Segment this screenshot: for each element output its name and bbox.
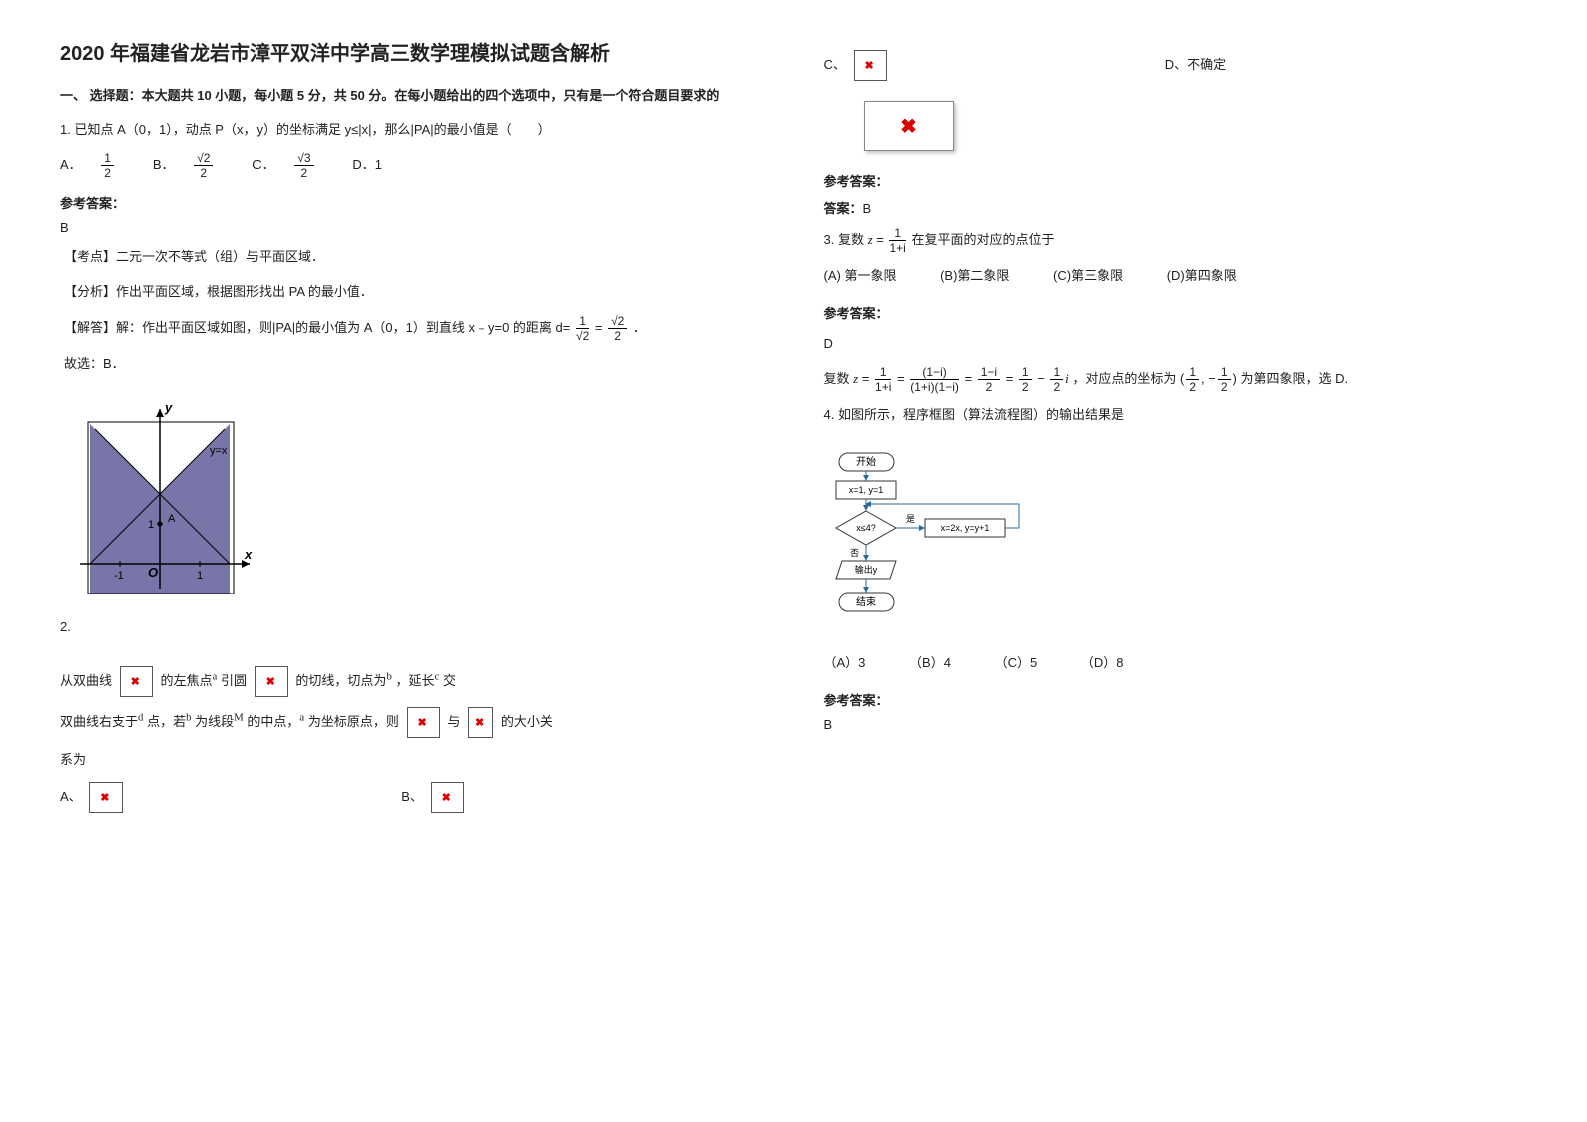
broken-image-icon — [120, 666, 153, 697]
svg-text:输出y: 输出y — [854, 564, 877, 575]
broken-image-icon — [255, 666, 288, 697]
question-1-stem: 1. 已知点 A（0，1），动点 P（x，y）的坐标满足 y≤|x|，那么|PA… — [60, 118, 764, 143]
q1-region-graph: -1 1 A 1 y x O y=x — [60, 394, 270, 594]
svg-text:x≤4?: x≤4? — [856, 523, 875, 533]
exam-title: 2020 年福建省龙岩市漳平双洋中学高三数学理模拟试题含解析 — [60, 40, 764, 68]
q1-note3: 【解答】解：作出平面区域如图，则|PA|的最小值为 A（0，1）到直线 x﹣y=… — [64, 315, 764, 342]
question-1-options: A． 12 B． √22 C． √32 D．1 — [60, 152, 764, 179]
svg-text:x=1, y=1: x=1, y=1 — [848, 485, 883, 495]
broken-image-large-icon: ✖ — [864, 101, 954, 151]
q1-answer-heading: 参考答案： — [60, 193, 764, 212]
q1-optA-prefix: A． — [60, 157, 82, 172]
svg-text:y: y — [164, 400, 173, 415]
q1-optA-frac: 12 — [101, 152, 128, 179]
q1-optC-prefix: C． — [252, 157, 274, 172]
q1-optB-frac: √22 — [194, 152, 227, 179]
q1-optC-frac: √32 — [294, 152, 327, 179]
q1-note2: 【分析】作出平面区域，根据图形找出 PA 的最小值． — [64, 280, 764, 305]
question-3-options: (A) 第一象限 (B)第二象限 (C)第三象限 (D)第四象限 — [824, 264, 1528, 289]
svg-text:y=x: y=x — [210, 445, 228, 457]
broken-image-icon — [854, 50, 887, 81]
svg-text:否: 否 — [850, 548, 859, 558]
svg-text:x: x — [244, 547, 253, 562]
question-3-stem: 3. 复数 z = 11+i 在复平面的对应的点位于 — [824, 227, 1528, 254]
svg-text:是: 是 — [906, 514, 915, 524]
svg-text:开始: 开始 — [856, 455, 876, 468]
q3-answer-heading: 参考答案： — [824, 303, 1528, 322]
q1-note4: 故选：B． — [64, 352, 764, 377]
svg-text:结束: 结束 — [856, 595, 876, 608]
svg-text:1: 1 — [148, 519, 154, 531]
q3-explanation: 复数 z = 11+i = (1−i)(1+i)(1−i) = 1−i2 = 1… — [824, 366, 1528, 393]
q1-optB-prefix: B． — [153, 157, 175, 172]
broken-image-icon — [407, 707, 440, 738]
q4-answer: B — [824, 717, 1528, 732]
question-2-line2: 双曲线右支于d 点，若b 为线段M 的中点，a 为坐标原点，则 与 的大小关 — [60, 707, 764, 738]
section-1-heading: 一、 选择题：本大题共 10 小题，每小题 5 分，共 50 分。在每小题给出的… — [60, 86, 764, 106]
q2-answer-heading: 参考答案： — [824, 171, 1528, 190]
q1-optD: D．1 — [352, 157, 382, 172]
question-4-options: （A）3 （B）4 （C）5 （D）8 — [824, 651, 1528, 676]
q4-answer-heading: 参考答案： — [824, 690, 1528, 709]
question-2-options-ab: A、 B、 — [60, 782, 764, 813]
svg-text:-1: -1 — [114, 570, 124, 582]
svg-text:1: 1 — [197, 570, 203, 582]
question-2-line3: 系为 — [60, 748, 764, 773]
q3-answer: D — [824, 332, 1528, 357]
q4-flowchart: 开始 x=1, y=1 x≤4? 是 x=2x, y=y+1 否 输出y — [824, 448, 1034, 628]
broken-image-icon — [89, 782, 122, 813]
svg-text:O: O — [148, 565, 158, 580]
q2-answer: 答案：B — [824, 198, 1528, 217]
broken-image-icon — [468, 707, 493, 738]
q1-note1: 【考点】二元一次不等式（组）与平面区域． — [64, 245, 764, 270]
question-2-options-cd: C、 D、不确定 — [824, 50, 1528, 81]
q1-answer: B — [60, 220, 764, 235]
question-2-line1: 从双曲线 的左焦点a 引圆 的切线，切点为b ，延长c 交 — [60, 666, 764, 697]
svg-text:A: A — [168, 513, 176, 525]
broken-image-icon — [431, 782, 464, 813]
question-4-stem: 4. 如图所示，程序框图（算法流程图）的输出结果是 — [824, 403, 1528, 428]
question-2-num: 2. — [60, 615, 764, 640]
svg-text:x=2x, y=y+1: x=2x, y=y+1 — [940, 523, 989, 533]
